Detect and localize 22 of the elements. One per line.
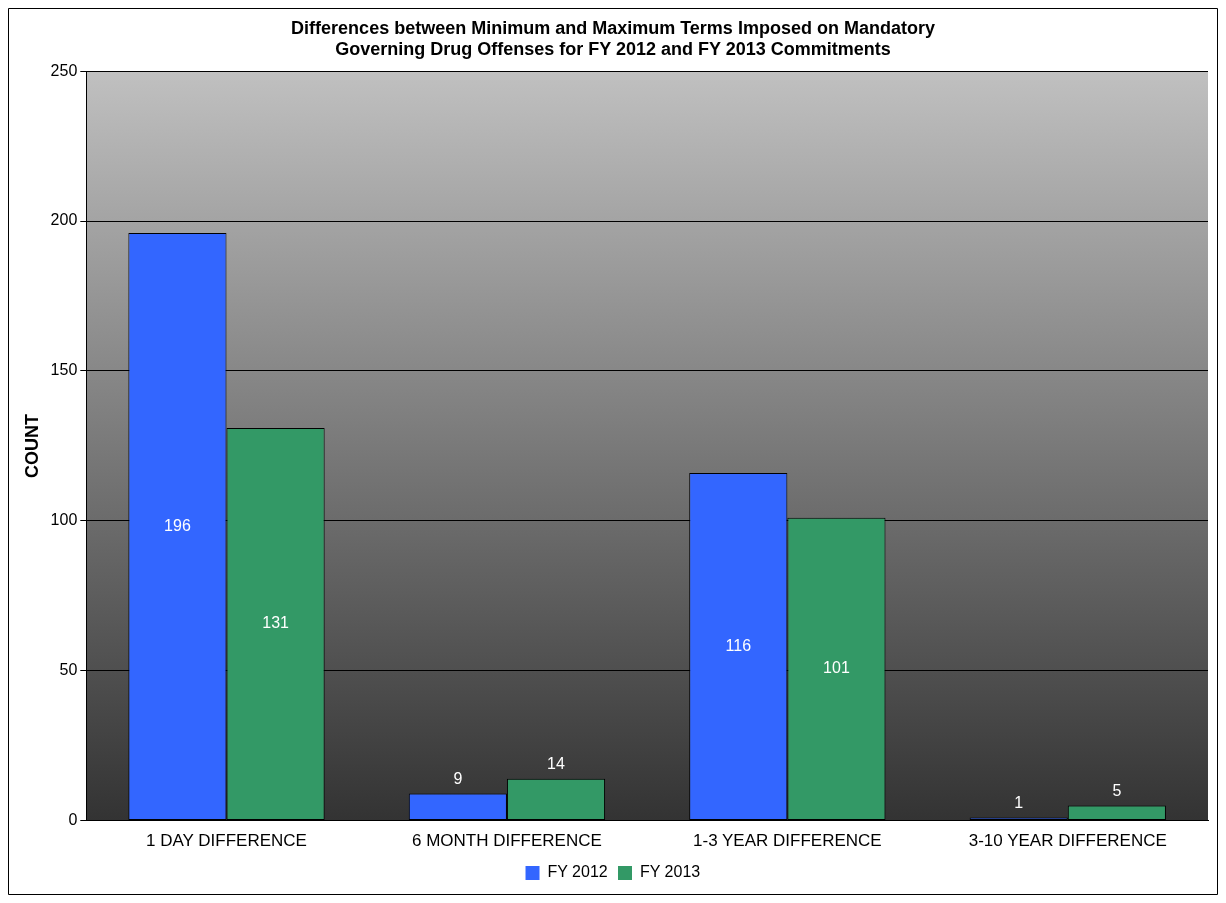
x-tick-label: 1-3 YEAR DIFFERENCE xyxy=(693,831,882,851)
data-label: 131 xyxy=(262,614,290,632)
data-label: 101 xyxy=(823,659,850,677)
y-axis-title: COUNT xyxy=(21,413,42,478)
x-tick-label: 6 MONTH DIFFERENCE xyxy=(412,831,602,851)
y-tick-label: 100 xyxy=(50,511,78,529)
y-tick-label: 200 xyxy=(50,211,78,229)
data-label: 14 xyxy=(547,755,566,773)
data-label: 116 xyxy=(725,636,752,654)
data-label: 9 xyxy=(453,770,463,788)
x-tick-label: 1 DAY DIFFERENCE xyxy=(146,831,307,851)
chart-title: Differences between Minimum and Maximum Terms Imposed on Mandatory Governing Drug Offenses for FY 2012 and FY 2013 Commitments xyxy=(291,17,935,60)
data-label: 1 xyxy=(1014,794,1024,812)
data-label: 5 xyxy=(1112,782,1122,800)
data-label: 196 xyxy=(164,516,191,534)
x-tick-label: 3-10 YEAR DIFFERENCE xyxy=(968,831,1167,851)
y-tick-label: 50 xyxy=(59,661,78,679)
y-tick-label: 250 xyxy=(50,61,78,79)
y-tick-label: 0 xyxy=(68,811,78,829)
y-tick-label: 150 xyxy=(50,361,78,379)
legend-label: FY 2012 xyxy=(547,863,608,881)
legend-label: FY 2013 xyxy=(640,863,701,881)
